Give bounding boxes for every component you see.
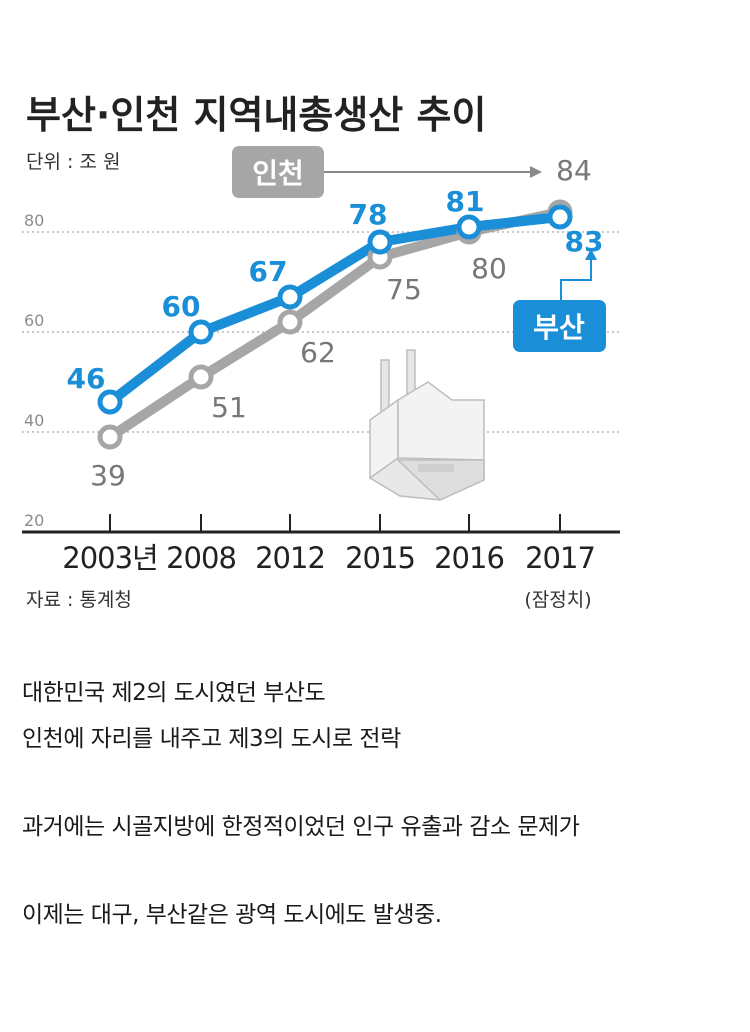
value-label-인천: 51 <box>211 391 247 424</box>
value-label-인천: 84 <box>556 154 592 187</box>
value-label-인천: 39 <box>90 459 126 492</box>
series-line-부산 <box>105 212 565 407</box>
legend-incheon: 인천 <box>232 146 542 198</box>
data-point-부산 <box>547 204 573 230</box>
data-points <box>97 199 573 450</box>
value-label-부산: 83 <box>565 225 604 258</box>
y-tick-80: 80 <box>24 211 44 230</box>
x-tick-labels: 2003년 2008 2012 2015 2016 2017 <box>62 541 596 575</box>
unit-label: 단위 : 조 원 <box>26 151 120 173</box>
series-lines <box>105 207 565 442</box>
y-tick-20: 20 <box>24 511 44 530</box>
x-tick-label: 2015 <box>345 541 415 575</box>
y-tick-40: 40 <box>24 411 44 430</box>
value-label-인천: 62 <box>300 336 336 369</box>
x-tick-label: 2008 <box>166 541 236 575</box>
data-point-인천 <box>188 364 214 390</box>
value-label-부산: 67 <box>249 255 288 288</box>
data-point-부산 <box>97 389 123 415</box>
legend-busan: 부산 <box>513 249 606 352</box>
data-point-인천 <box>97 424 123 450</box>
source-label: 자료 : 통계청 <box>26 589 132 611</box>
data-point-인천 <box>277 309 303 335</box>
value-label-부산: 60 <box>162 290 201 323</box>
data-point-부산 <box>456 214 482 240</box>
value-label-부산: 46 <box>67 362 106 395</box>
legend-incheon-label: 인천 <box>252 157 304 190</box>
value-labels: 39 51 62 75 80 84 46 60 67 78 81 83 <box>67 154 604 492</box>
value-label-부산: 78 <box>349 198 388 231</box>
value-label-부산: 81 <box>446 185 485 218</box>
data-point-부산 <box>367 229 393 255</box>
caption-line-2: 인천에 자리를 내주고 제3의 도시로 전락 <box>22 726 401 752</box>
y-tick-60: 60 <box>24 311 44 330</box>
value-label-인천: 75 <box>386 273 422 306</box>
caption-line-4: 이제는 대구, 부산같은 광역 도시에도 발생중. <box>22 902 442 928</box>
x-tick-label: 2012 <box>255 541 325 575</box>
y-tick-labels: 80 60 40 20 <box>24 211 44 530</box>
factory-icon <box>368 349 485 501</box>
series-line-인천 <box>105 207 565 442</box>
x-tick-label: 2017 <box>525 541 595 575</box>
data-point-부산 <box>277 284 303 310</box>
x-axis <box>22 514 620 534</box>
value-label-인천: 80 <box>471 252 507 285</box>
provisional-note: (잠정치) <box>524 589 591 611</box>
data-point-부산 <box>188 319 214 345</box>
caption-line-1: 대한민국 제2의 도시였던 부산도 <box>22 680 326 706</box>
chart-title: 부산·인천 지역내총생산 추이 <box>26 93 486 137</box>
gdp-line-chart: 부산·인천 지역내총생산 추이 단위 : 조 원 80 60 40 20 39 51 62… <box>22 93 620 611</box>
x-tick-label: 2003년 <box>62 541 157 575</box>
x-tick-label: 2016 <box>434 541 504 575</box>
caption-line-3: 과거에는 시골지방에 한정적이었던 인구 유출과 감소 문제가 <box>22 814 580 840</box>
legend-busan-label: 부산 <box>533 311 585 344</box>
